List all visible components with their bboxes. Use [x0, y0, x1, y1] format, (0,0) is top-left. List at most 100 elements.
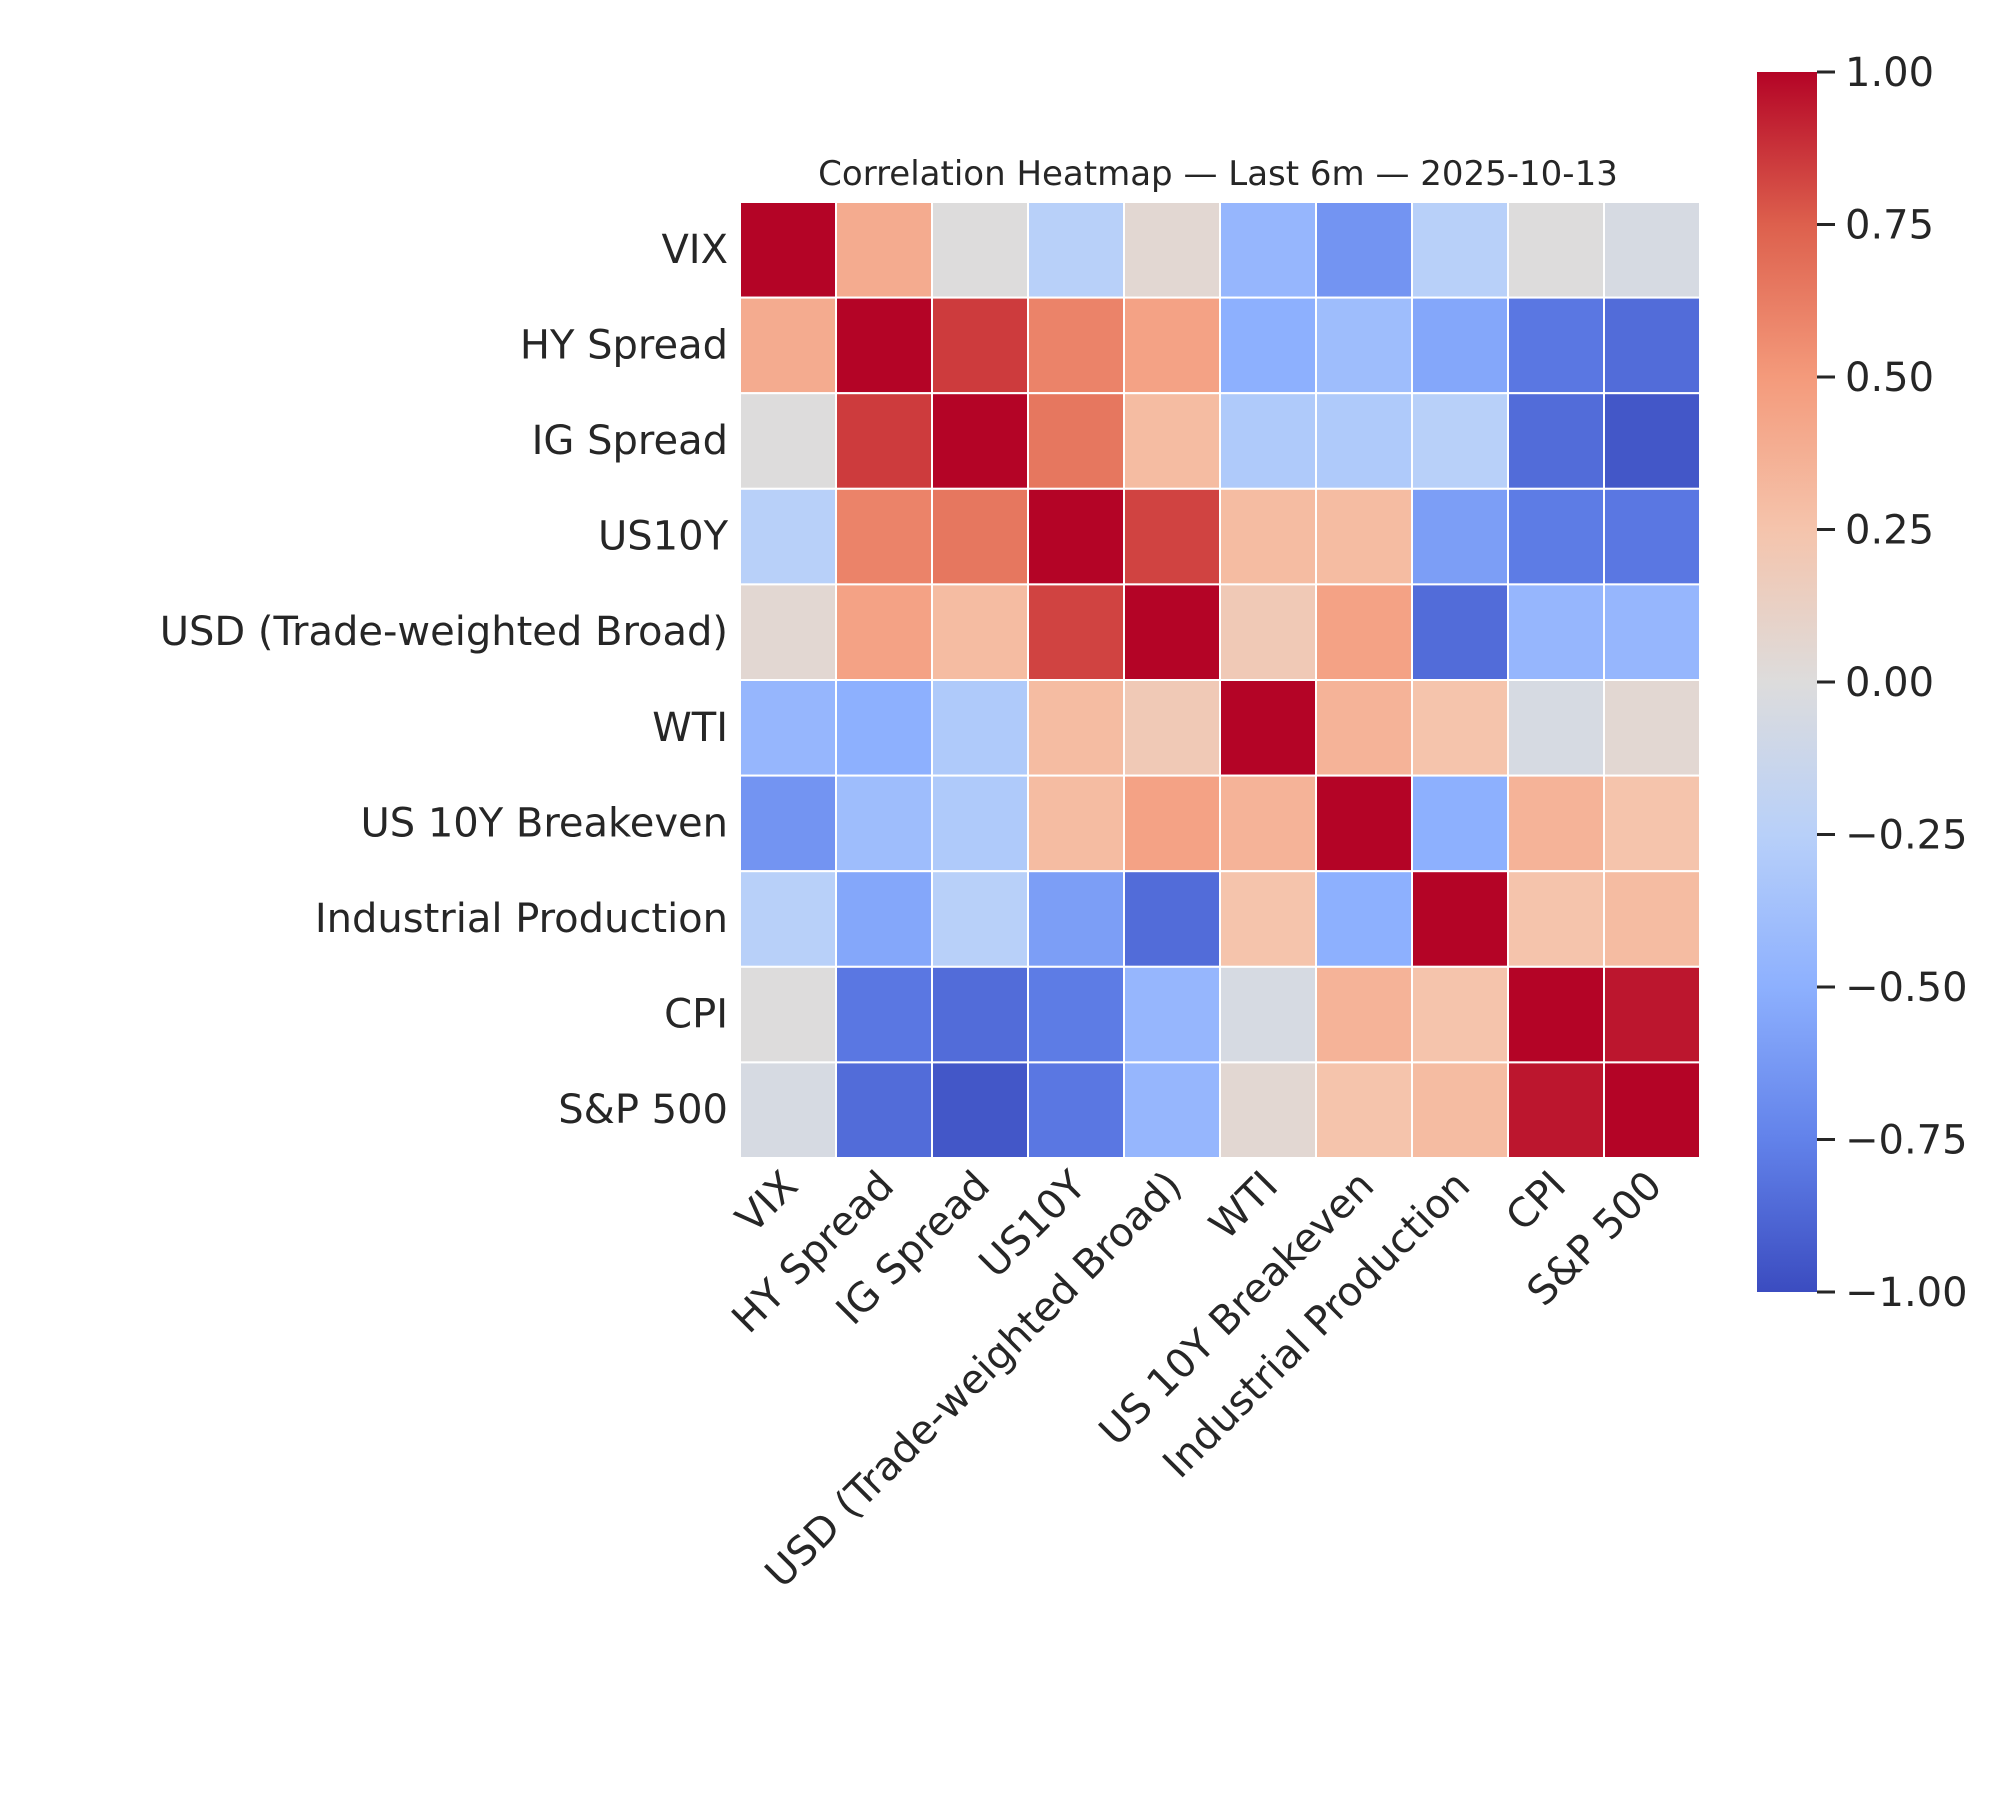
- heatmap-cell: [835, 201, 933, 299]
- heatmap-cell: [1219, 679, 1317, 777]
- row-label: WTI: [652, 705, 728, 751]
- colorbar-tick-label: 0.00: [1845, 660, 1934, 706]
- heatmap-cell: [739, 487, 837, 586]
- heatmap-cell: [1603, 679, 1701, 777]
- heatmap-cell: [1219, 583, 1317, 682]
- heatmap-cell: [1315, 296, 1413, 395]
- heatmap-cell: [1123, 1061, 1221, 1160]
- heatmap-cell: [835, 583, 933, 682]
- heatmap-cell: [1123, 679, 1221, 777]
- column-label: VIX: [727, 1163, 807, 1243]
- heatmap-cell: [835, 487, 933, 586]
- row-label: USD (Trade-weighted Broad): [160, 609, 728, 655]
- colorbar-tick-label: −0.50: [1845, 965, 1968, 1011]
- colorbar-tick-label: −0.75: [1845, 1118, 1968, 1164]
- heatmap-cell: [1411, 870, 1509, 968]
- heatmap-cell: [835, 774, 933, 873]
- heatmap-cell: [1507, 487, 1605, 586]
- heatmap-cell: [1123, 392, 1221, 490]
- row-label: US10Y: [598, 514, 729, 560]
- heatmap-cell: [1219, 487, 1317, 586]
- colorbar: [1757, 72, 1817, 1292]
- heatmap-cell: [931, 392, 1029, 490]
- heatmap-cell: [1219, 774, 1317, 873]
- heatmap-cell: [1411, 201, 1509, 299]
- heatmap-cell: [1315, 1061, 1413, 1160]
- heatmap-cell: [739, 870, 837, 968]
- heatmap-cell: [1603, 870, 1701, 968]
- colorbar-tick-label: 1.00: [1845, 50, 1934, 96]
- heatmap-cell: [1123, 965, 1221, 1064]
- heatmap-cell: [1123, 774, 1221, 873]
- heatmap-cell: [1507, 392, 1605, 490]
- heatmap-cell: [931, 870, 1029, 968]
- heatmap-cell: [739, 583, 837, 682]
- heatmap-cell: [835, 679, 933, 777]
- heatmap-cell: [1315, 392, 1413, 490]
- heatmap-cell: [1315, 201, 1413, 299]
- heatmap-cell: [1507, 774, 1605, 873]
- heatmap-cell: [1027, 583, 1125, 682]
- heatmap-cell: [931, 201, 1029, 299]
- colorbar-ticks: 1.00 0.75 0.50 0.25 0.00 −0.25 −0.50 −0.75 −1.00: [1817, 50, 1968, 1316]
- heatmap-cell: [1411, 296, 1509, 395]
- heatmap-cell: [931, 296, 1029, 395]
- heatmap-cell: [1507, 679, 1605, 777]
- heatmap-cell: [1027, 870, 1125, 968]
- heatmap-cell: [1315, 487, 1413, 586]
- colorbar-tick-label: −0.25: [1845, 813, 1968, 859]
- colorbar-tick-label: −1.00: [1845, 1270, 1968, 1316]
- heatmap-cell: [1411, 679, 1509, 777]
- heatmap-cell: [1507, 583, 1605, 682]
- heatmap-cell: [1027, 1061, 1125, 1160]
- heatmap-cell: [1123, 870, 1221, 968]
- heatmap-cell: [1411, 392, 1509, 490]
- heatmap-cell: [739, 392, 837, 490]
- heatmap-cell: [1219, 965, 1317, 1064]
- heatmap-cell: [835, 870, 933, 968]
- heatmap-cell: [931, 774, 1029, 873]
- heatmap-cell: [1219, 870, 1317, 968]
- heatmap-cell: [1027, 201, 1125, 299]
- heatmap-cell: [1315, 965, 1413, 1064]
- heatmap-cell: [1027, 965, 1125, 1064]
- heatmap-cell: [1411, 583, 1509, 682]
- column-label: CPI: [1497, 1163, 1575, 1241]
- heatmap-cell: [1315, 774, 1413, 873]
- row-label: Industrial Production: [315, 896, 728, 942]
- heatmap-cell: [1507, 965, 1605, 1064]
- heatmap-cell: [1219, 296, 1317, 395]
- colorbar-tick-label: 0.25: [1845, 508, 1934, 554]
- heatmap-cell: [1123, 487, 1221, 586]
- heatmap-cell: [1603, 392, 1701, 490]
- heatmap-cell: [739, 1061, 837, 1160]
- heatmap-cell: [1411, 774, 1509, 873]
- chart-title: Correlation Heatmap — Last 6m — 2025-10-…: [818, 154, 1618, 194]
- row-label: IG Spread: [532, 418, 728, 464]
- heatmap-cell: [1027, 392, 1125, 490]
- row-labels: VIX HY Spread IG Spread US10Y USD (Trade-wei…: [160, 227, 729, 1133]
- heatmap-cell: [1603, 774, 1701, 873]
- heatmap-cell: [1027, 679, 1125, 777]
- colorbar-tick-label: 0.75: [1845, 203, 1934, 249]
- row-label: US 10Y Breakeven: [360, 800, 728, 846]
- row-label: VIX: [661, 227, 728, 273]
- heatmap-cell: [1123, 583, 1221, 682]
- heatmap-cell: [1027, 296, 1125, 395]
- heatmap-cell: [1027, 487, 1125, 586]
- row-label: CPI: [664, 992, 728, 1038]
- heatmap-cells: [739, 201, 1701, 1160]
- heatmap-cell: [835, 392, 933, 490]
- heatmap-cell: [1219, 1061, 1317, 1160]
- heatmap-cell: [1411, 1061, 1509, 1160]
- heatmap-cell: [1603, 583, 1701, 682]
- heatmap-cell: [739, 201, 837, 299]
- heatmap-cell: [1603, 1061, 1701, 1160]
- heatmap-cell: [835, 965, 933, 1064]
- heatmap-cell: [1507, 201, 1605, 299]
- heatmap-cell: [739, 774, 837, 873]
- heatmap-cell: [931, 1061, 1029, 1160]
- heatmap-cell: [835, 1061, 933, 1160]
- heatmap-cell: [739, 679, 837, 777]
